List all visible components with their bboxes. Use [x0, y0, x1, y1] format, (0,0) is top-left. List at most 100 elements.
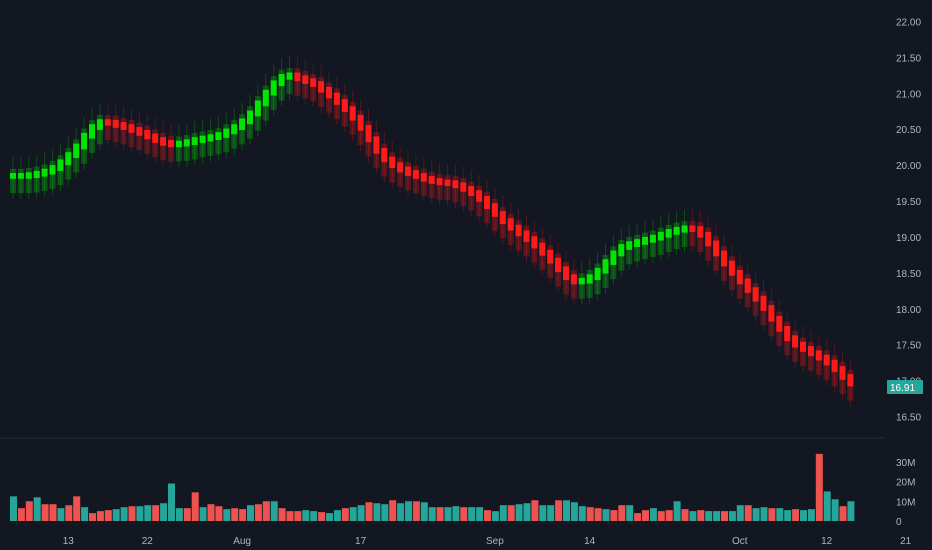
volume-bar	[326, 513, 333, 521]
volume-bar	[33, 497, 41, 521]
volume-bar	[262, 501, 270, 521]
candle-body	[262, 89, 269, 107]
candle-body	[823, 354, 830, 366]
candle-body	[697, 226, 704, 238]
candle	[349, 90, 356, 141]
candle	[452, 164, 459, 209]
candle-body	[484, 196, 490, 209]
candle-body	[239, 118, 246, 130]
candle-body	[792, 335, 799, 348]
candle-body	[294, 72, 301, 82]
candle	[555, 241, 562, 293]
candle-shadow-body	[657, 227, 664, 255]
volume-bar	[302, 510, 310, 521]
candle-body	[73, 143, 80, 158]
candle	[254, 84, 261, 137]
candle	[744, 262, 751, 314]
volume-bar	[128, 506, 136, 521]
candle-body	[183, 139, 190, 147]
candle-shadow-body	[49, 160, 56, 189]
candle-body	[365, 124, 372, 143]
last-price-marker: 16.91	[887, 380, 923, 395]
volume-bar	[341, 508, 349, 521]
candle	[104, 103, 111, 146]
candle-shadow-body	[128, 119, 135, 148]
last-price-label-bg	[887, 380, 923, 395]
volume-tick-label: 20M	[896, 478, 915, 489]
volume-bar	[89, 513, 96, 521]
candle	[507, 202, 514, 251]
candle-body	[349, 106, 356, 121]
candle-body	[10, 173, 16, 179]
candle-body	[736, 269, 743, 285]
volume-bar	[381, 504, 389, 521]
candle-shadow-body	[642, 232, 648, 260]
candle	[136, 111, 143, 156]
candle	[539, 226, 546, 276]
candle-shadow-body	[41, 164, 48, 191]
candle-body	[136, 127, 143, 136]
candle-body	[144, 129, 151, 140]
candle-shadow-body	[207, 129, 214, 156]
candle	[807, 330, 814, 377]
price-tick-label: 17.50	[896, 341, 921, 352]
candle	[96, 103, 103, 151]
candle-body	[657, 231, 664, 241]
volume-bar	[144, 505, 152, 521]
volume-bar	[460, 507, 468, 521]
volume-bar	[405, 501, 412, 521]
candle-shadow-body	[310, 73, 317, 102]
candle-body	[104, 119, 111, 126]
candle	[602, 243, 609, 294]
volume-bar	[602, 509, 610, 521]
candle-body	[199, 135, 206, 143]
candle-shadow-body	[160, 132, 167, 161]
candle-body	[41, 168, 48, 177]
candle	[381, 132, 388, 183]
candle-body	[499, 211, 506, 225]
candle-body	[120, 122, 127, 130]
last-price-label: 16.91	[890, 383, 915, 394]
volume-bar	[744, 505, 752, 521]
time-axis: 1322Aug17Sep14Oct1221Nov16	[63, 536, 912, 547]
volume-bar	[357, 505, 365, 521]
volume-bar	[484, 510, 491, 521]
price-tick-label: 22.00	[896, 18, 921, 29]
volume-bar	[570, 502, 578, 521]
candle-body	[207, 134, 214, 142]
time-tick-label: 12	[821, 536, 833, 547]
candle-body	[112, 119, 119, 128]
candle-body	[768, 305, 775, 322]
volume-bar	[634, 513, 642, 521]
candle-body	[436, 178, 443, 186]
candle-body	[420, 173, 427, 182]
volume-bar	[278, 508, 286, 521]
volume-bar	[318, 512, 326, 521]
time-tick-label: 17	[355, 536, 367, 547]
volume-bar	[49, 504, 57, 521]
candle	[160, 121, 167, 166]
candle-body	[175, 140, 182, 148]
candle	[223, 112, 230, 158]
candle-body	[831, 359, 838, 372]
volume-bar	[507, 505, 515, 521]
candle-body	[665, 229, 672, 238]
volume-bar	[721, 511, 728, 521]
candle-body	[578, 277, 585, 285]
volume-bar	[444, 507, 452, 521]
candle	[847, 358, 854, 407]
candle	[626, 225, 633, 270]
volume-bar	[594, 508, 602, 521]
candle-body	[326, 86, 332, 99]
candle	[17, 157, 24, 199]
candle-body	[752, 287, 759, 302]
candle-body	[389, 156, 396, 169]
volume-bar	[539, 505, 547, 521]
candle	[49, 149, 56, 195]
candle-shadow-body	[405, 162, 411, 191]
price-tick-label: 18.50	[896, 269, 921, 280]
candle	[713, 224, 720, 277]
volume-layer	[10, 453, 855, 521]
candle	[57, 143, 64, 191]
